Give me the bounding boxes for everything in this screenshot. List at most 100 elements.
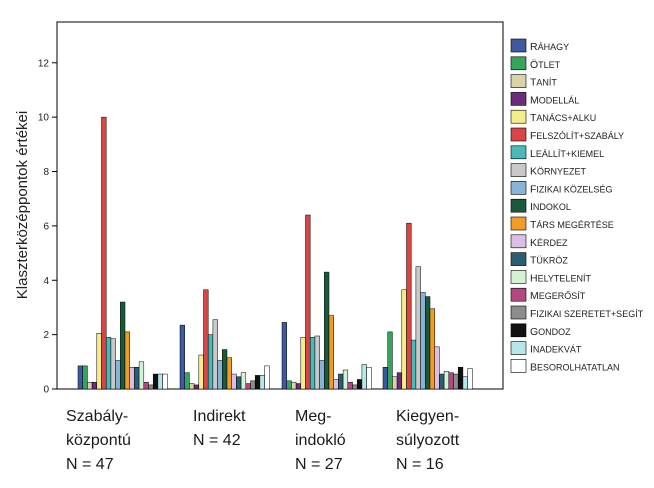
x-tick-label: Meg- [295,408,331,425]
bar [82,365,88,390]
bar [361,364,367,390]
legend-swatch [510,127,527,142]
bar [91,381,98,390]
legend-label: KÉRDEZ [530,237,568,249]
bar [300,337,306,390]
legend-label: TÁRS MEGÉRTÉSE [530,219,614,231]
bar [101,116,107,390]
bar [198,354,204,390]
legend-label: TANÁCS+ALKU [530,112,596,124]
bar [415,266,421,390]
bar [162,373,168,390]
legend-swatch [510,92,527,106]
bar [286,380,292,390]
legend-swatch [510,252,527,266]
bar [96,333,102,390]
y-axis-label: Klaszterközéppontok értékei [14,111,31,299]
bar [333,379,339,390]
bar [217,360,223,390]
legend-swatch [510,359,527,373]
x-tick-label: központú [66,432,131,449]
bar [443,371,450,390]
bar [231,373,237,390]
legend-swatch [510,305,527,320]
x-tick-label: Kiegyen- [396,408,459,425]
legend-label: GONDOZ [530,326,571,338]
x-tick-label: N = 47 [66,456,114,473]
y-axis: 0 2 4 6 8 10 12 [38,58,57,396]
x-tick-label: indokló [295,432,346,449]
bar [387,331,393,390]
bar [120,301,126,390]
bar [324,271,330,390]
bar [366,367,372,390]
bar [352,384,358,390]
bar [236,376,242,390]
bar [401,289,407,390]
bar [148,384,154,390]
bar [396,372,403,390]
legend-swatch [510,181,527,195]
bar [250,380,256,390]
legend-label: MODELLÁL [530,94,579,106]
x-tick-label: N = 42 [193,432,241,449]
bar [259,375,265,390]
y-tick-label: 8 [43,167,49,178]
bar [184,372,190,390]
bar [203,289,209,390]
x-tick-label: N = 27 [295,456,343,473]
bar [467,368,473,390]
legend-swatch [510,216,527,231]
y-tick-label: 2 [43,330,49,341]
legend-swatch [510,145,527,160]
legend-label: MEGERŐSÍT [530,290,586,302]
legend-swatch [510,287,527,302]
legend-label: TANÍT [530,77,557,89]
bar [392,376,398,390]
bar [291,381,297,390]
legend-label: RÁHAGY [530,41,569,53]
bar [152,373,159,390]
legend-label: ÖTLET [530,59,561,71]
legend-label: KÖRNYEZET [530,166,587,178]
bar [314,335,320,390]
bar [305,214,311,390]
bar [328,315,334,390]
bar [420,292,426,390]
legend-label: FIZIKAI KÖZELSÉG [530,183,612,195]
bar [425,296,431,390]
bar [382,367,388,390]
legend-swatch [510,323,527,338]
legend-label: TÜKRÖZ [530,255,568,267]
y-tick-label: 10 [38,113,50,124]
x-tick-label: súlyozott [396,432,460,449]
bar [254,375,261,390]
bar [356,379,363,390]
bar [347,381,353,390]
bar [338,373,344,390]
bar [462,376,468,390]
bar [193,384,200,390]
legend-swatch [510,234,527,249]
bar [143,381,149,390]
legend-swatch [510,56,527,71]
legend-swatch [510,198,527,213]
y-tick-label: 0 [43,385,49,396]
bar [453,373,459,390]
legend: RÁHAGY ÖTLET TANÍT MODELLÁL TANÁCS+ALKU FELSZ… [510,38,644,373]
bar [319,360,325,390]
bar [457,367,464,390]
bar [124,331,130,390]
legend-swatch [510,109,527,124]
bar [105,337,112,390]
bar [115,360,121,390]
bar [157,373,163,390]
bar [264,365,270,390]
x-tick-label: Indirekt [193,408,246,425]
y-tick-label: 4 [43,276,49,287]
legend-swatch [510,341,527,355]
legend-label: INDOKOL [530,201,571,213]
legend-swatch [510,163,527,177]
bar [281,322,287,390]
y-tick-label: 12 [38,58,50,69]
